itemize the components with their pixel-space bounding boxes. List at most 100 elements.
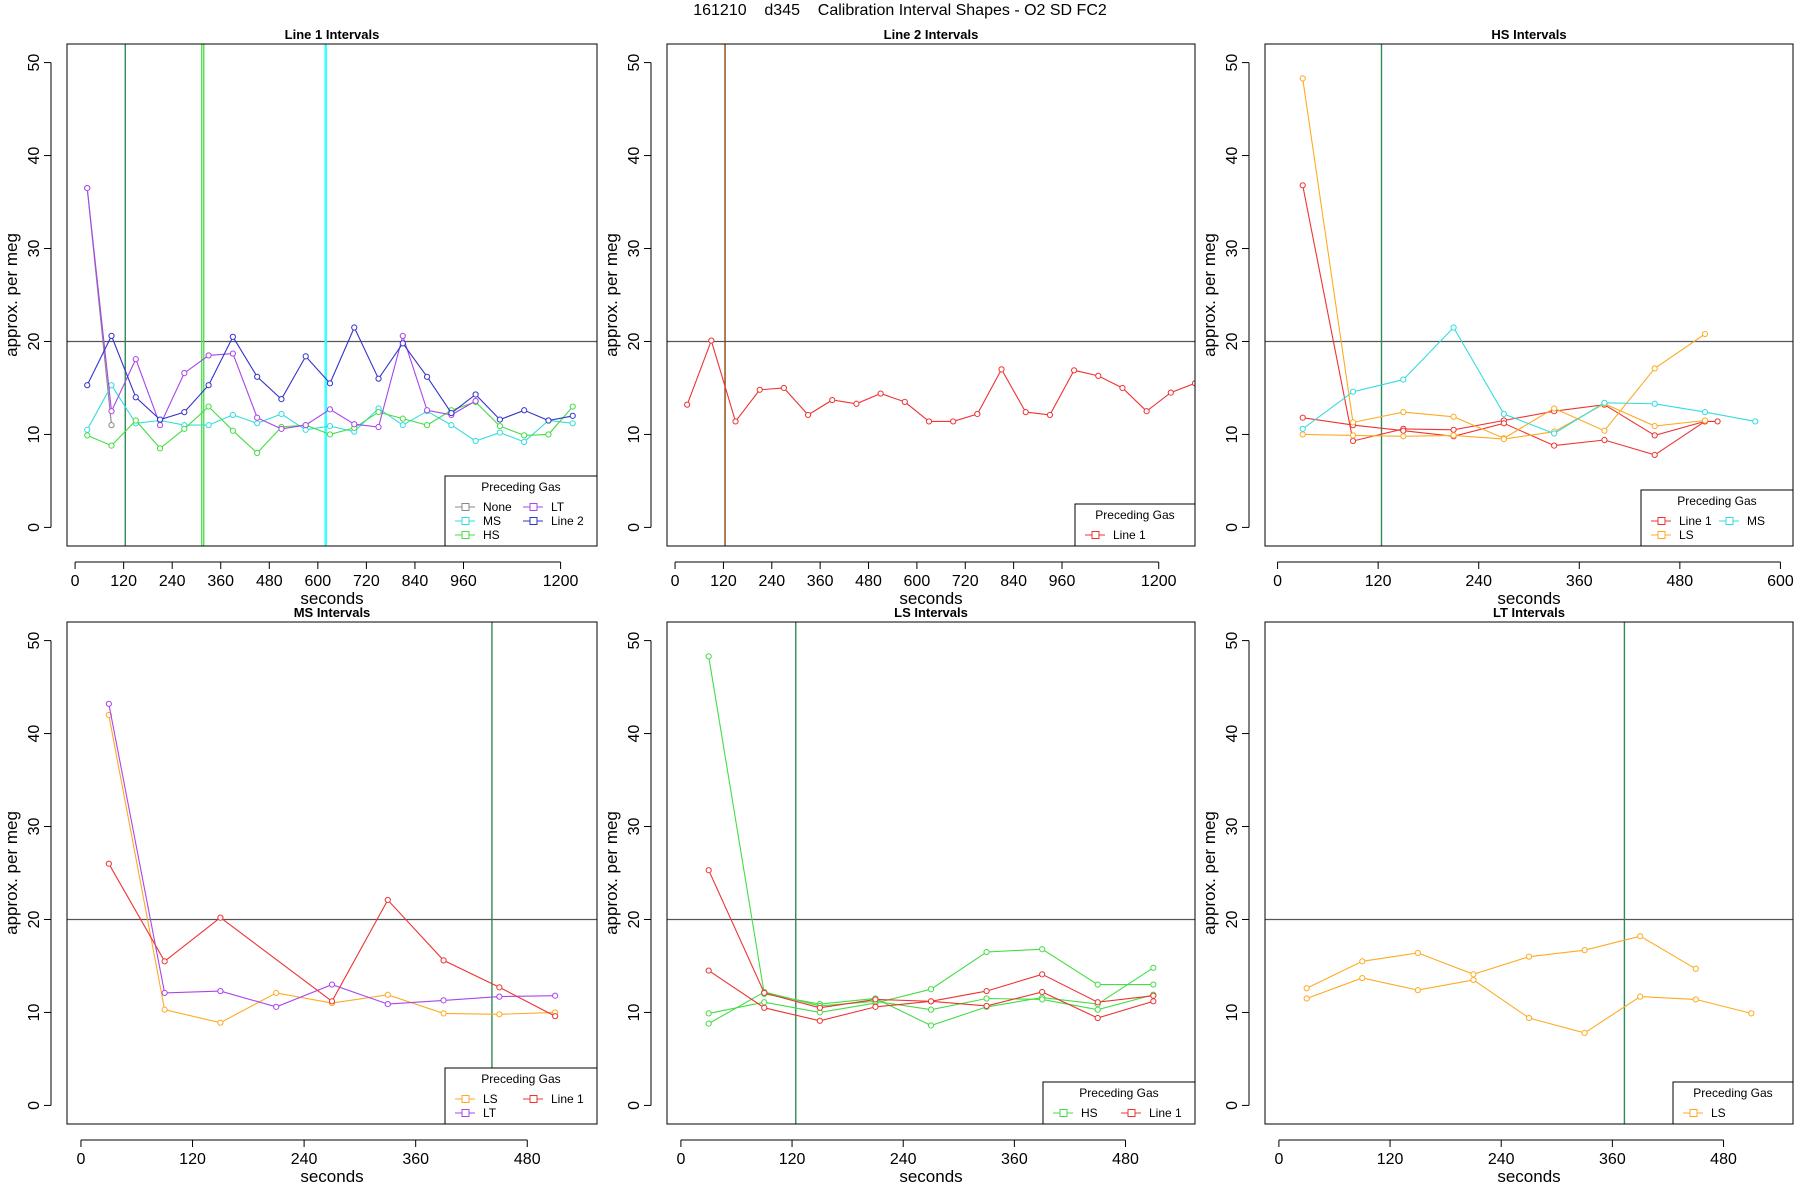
- y-tick-label: 10: [26, 1003, 43, 1021]
- plot-frame: [666, 43, 1196, 547]
- x-tick-label: 360: [1566, 573, 1593, 590]
- data-point: [496, 422, 504, 430]
- legend-marker: [461, 517, 470, 525]
- legend-label: Line 1: [1149, 1106, 1182, 1120]
- data-point: [1039, 971, 1046, 978]
- data-point: [1167, 389, 1174, 396]
- panel-6: LT Intervals 0 120 240 360 480 seconds 0 10 20 30 4…: [1200, 605, 1794, 1186]
- y-tick-label: 40: [1224, 725, 1241, 743]
- data-point: [1046, 411, 1054, 419]
- data-point: [1637, 933, 1644, 940]
- plot-frame: [666, 621, 1196, 1125]
- data-point: [496, 1011, 503, 1018]
- data-point: [326, 431, 334, 438]
- legend: Preceding Gas LS: [1672, 1081, 1794, 1125]
- data-point: [1601, 427, 1608, 434]
- y-axis-label: approx. per meg: [602, 233, 621, 357]
- panel-title: Line 1 Intervals: [285, 27, 380, 42]
- y-tick-label: 0: [626, 523, 643, 532]
- data-point: [384, 991, 391, 998]
- x-tick-label: 360: [402, 1151, 429, 1168]
- data-point: [229, 411, 236, 419]
- legend-label: Line 1: [551, 1092, 584, 1106]
- x-tick-label: 240: [1488, 1151, 1515, 1168]
- data-point: [326, 380, 334, 387]
- data-point: [156, 445, 164, 452]
- data-point: [1500, 420, 1507, 427]
- data-point: [983, 1002, 990, 1010]
- data-point: [84, 184, 91, 192]
- legend-label: Line 1: [1113, 528, 1146, 542]
- y-tick-label: 40: [626, 147, 643, 165]
- data-point: [1601, 436, 1608, 444]
- data-point: [496, 416, 504, 423]
- series-line-line-1: [108, 863, 556, 1017]
- data-point: [1095, 372, 1102, 379]
- panel-5: LS Intervals 0 120 240 360 480 seconds 0 10 20 30 4…: [602, 605, 1196, 1186]
- y-tick-label: 40: [1224, 147, 1241, 165]
- data-point: [1094, 999, 1101, 1006]
- data-point: [448, 422, 455, 429]
- legend: Preceding Gas HS Line 1: [1042, 1081, 1196, 1125]
- y-tick-label: 10: [1224, 1003, 1241, 1021]
- data-point: [375, 423, 382, 431]
- data-point: [1299, 425, 1306, 432]
- data-point: [1349, 437, 1357, 445]
- y-tick-label: 0: [26, 523, 43, 532]
- x-tick-label: 480: [1112, 1151, 1139, 1168]
- y-tick-label: 10: [26, 425, 43, 443]
- data-point: [1094, 981, 1101, 988]
- x-tick-label: 120: [1365, 573, 1392, 590]
- data-point: [132, 394, 139, 401]
- data-point: [1701, 417, 1709, 424]
- data-point: [1651, 422, 1658, 430]
- data-point: [273, 989, 280, 997]
- data-point: [1450, 324, 1457, 331]
- x-tick-label: 480: [1667, 573, 1694, 590]
- y-tick-label: 40: [626, 725, 643, 743]
- data-point: [1150, 981, 1157, 988]
- data-point: [927, 998, 935, 1005]
- legend-label: LT: [483, 1106, 497, 1120]
- panel-plot-area: [667, 622, 1195, 1124]
- data-point: [1191, 380, 1195, 387]
- data-point: [1039, 988, 1046, 996]
- data-point: [1701, 409, 1709, 416]
- y-tick-label: 0: [626, 1101, 643, 1110]
- x-tick-label: 480: [1710, 1151, 1737, 1168]
- data-point: [181, 369, 188, 377]
- panel-title: MS Intervals: [294, 605, 371, 620]
- data-point: [705, 967, 712, 974]
- legend-marker: [1689, 1109, 1698, 1117]
- y-axis-label: approx. per meg: [2, 233, 21, 357]
- data-point: [229, 333, 236, 340]
- data-point: [569, 412, 576, 419]
- y-tick-label: 30: [1224, 240, 1241, 258]
- data-point: [1450, 413, 1457, 420]
- data-point: [708, 337, 715, 344]
- data-point: [705, 653, 712, 660]
- x-tick-label: 960: [450, 573, 477, 590]
- y-tick-label: 30: [26, 240, 43, 258]
- data-point: [1500, 410, 1507, 418]
- x-tick-label: 600: [904, 573, 931, 590]
- data-point: [132, 356, 139, 363]
- legend-title: Preceding Gas: [1079, 1086, 1158, 1100]
- plot-frame: [1264, 621, 1794, 1125]
- x-tick-label: 360: [807, 573, 834, 590]
- data-point: [1692, 965, 1699, 972]
- data-point: [552, 992, 559, 999]
- data-point: [1299, 414, 1306, 421]
- data-point: [1150, 998, 1157, 1005]
- data-point: [983, 948, 990, 956]
- data-point: [1692, 996, 1699, 1003]
- y-tick-label: 40: [26, 147, 43, 165]
- series-line-hs: [708, 656, 1154, 1027]
- data-point: [705, 867, 712, 874]
- data-point: [1359, 958, 1366, 965]
- x-tick-label: 1200: [1141, 573, 1177, 590]
- legend-label: LT: [551, 500, 565, 514]
- data-point: [1143, 408, 1150, 415]
